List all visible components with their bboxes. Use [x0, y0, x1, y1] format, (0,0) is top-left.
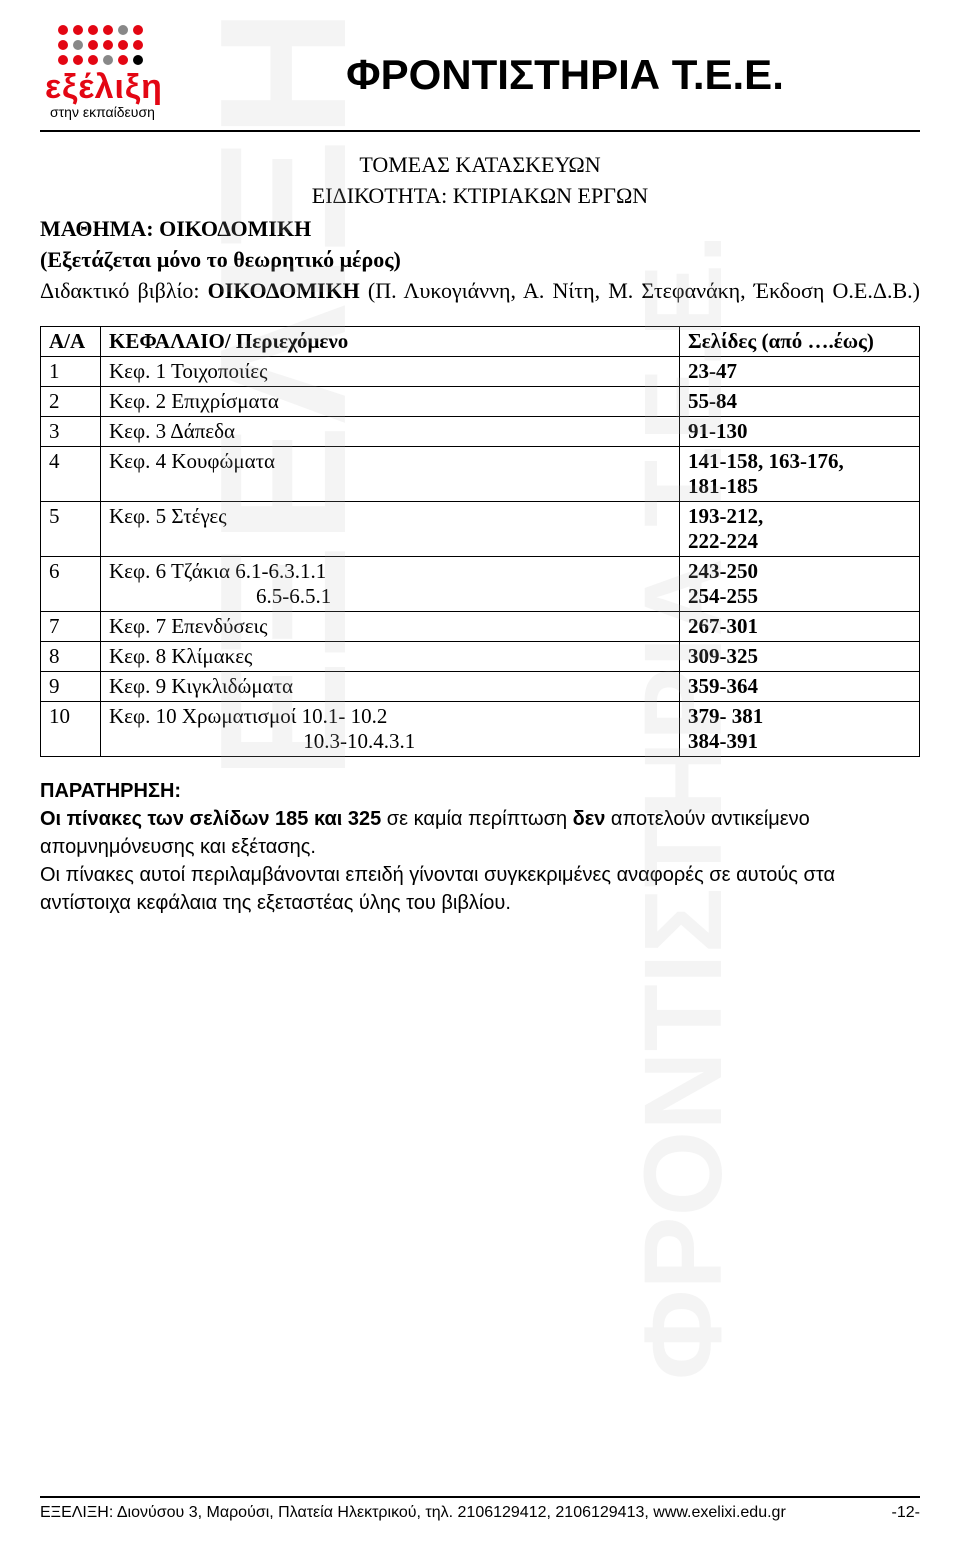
meta-line-1: ΜΑΘΗΜΑ: ΟΙΚΟΔΟΜΙΚΗ: [40, 214, 920, 245]
table-row: 4Κεφ. 4 Κουφώματα141-158, 163-176, 181-1…: [41, 447, 920, 502]
footer: ΕΞΕΛΙΞΗ: Διονύσου 3, Μαρούσι, Πλατεία Ηλ…: [40, 1496, 920, 1522]
divider-top: [40, 130, 920, 132]
subtitle-2: ΕΙΔΙΚΟΤΗΤΑ: ΚΤΙΡΙΑΚΩΝ ΕΡΓΩΝ: [40, 183, 920, 209]
table-row: 3Κεφ. 3 Δάπεδα91-130: [41, 417, 920, 447]
meta-block: ΜΑΘΗΜΑ: ΟΙΚΟΔΟΜΙΚΗ (Εξετάζεται μόνο το θ…: [40, 214, 920, 306]
table-row: 5Κεφ. 5 Στέγες193-212, 222-224: [41, 502, 920, 557]
cell-pages: 379- 381 384-391: [680, 702, 920, 757]
table-row: 10Κεφ. 10 Χρωματισμοί 10.1- 10.2 10.3-10…: [41, 702, 920, 757]
logo-subtext: στην εκπαίδευση: [50, 104, 155, 120]
note-p1: Οι πίνακες των σελίδων 185 και 325 σε κα…: [40, 805, 920, 861]
th-pages: Σελίδες (από ….έως): [680, 327, 920, 357]
cell-aa: 2: [41, 387, 101, 417]
cell-pages: 55-84: [680, 387, 920, 417]
page-title: ΦΡΟΝΤΙΣΤΗΡΙΑ Τ.Ε.Ε.: [210, 51, 920, 99]
logo-text: εξέλιξη: [45, 68, 163, 107]
meta-prefix: Διδακτικό βιβλίο:: [40, 278, 208, 303]
note-heading: ΠΑΡΑΤΗΡΗΣΗ:: [40, 777, 920, 805]
cell-chapter: Κεφ. 6 Τζάκια 6.1-6.3.1.1 6.5-6.5.1: [101, 557, 680, 612]
cell-aa: 10: [41, 702, 101, 757]
table-header-row: Α/Α ΚΕΦΑΛΑΙΟ/ Περιεχόμενο Σελίδες (από ……: [41, 327, 920, 357]
meta-bold: ΟΙΚΟΔΟΜΙΚΗ: [208, 278, 360, 303]
note-p1-c: δεν: [573, 808, 606, 830]
cell-chapter: Κεφ. 9 Κιγκλιδώματα: [101, 672, 680, 702]
cell-pages: 359-364: [680, 672, 920, 702]
header: εξέλιξη στην εκπαίδευση ΦΡΟΝΤΙΣΤΗΡΙΑ Τ.Ε…: [40, 20, 920, 120]
th-chapter: ΚΕΦΑΛΑΙΟ/ Περιεχόμενο: [101, 327, 680, 357]
meta-line-3: Διδακτικό βιβλίο: ΟΙΚΟΔΟΜΙΚΗ (Π. Λυκογιά…: [40, 276, 920, 307]
note-p1-b: σε καμία περίπτωση: [381, 808, 572, 830]
table-row: 7Κεφ. 7 Επενδύσεις267-301: [41, 612, 920, 642]
cell-aa: 5: [41, 502, 101, 557]
logo: εξέλιξη στην εκπαίδευση: [40, 20, 210, 120]
cell-pages: 23-47: [680, 357, 920, 387]
th-aa: Α/Α: [41, 327, 101, 357]
cell-aa: 4: [41, 447, 101, 502]
footer-page: -12-: [892, 1504, 920, 1522]
cell-aa: 1: [41, 357, 101, 387]
table-row: 2Κεφ. 2 Επιχρίσματα55-84: [41, 387, 920, 417]
cell-aa: 9: [41, 672, 101, 702]
cell-pages: 267-301: [680, 612, 920, 642]
cell-chapter: Κεφ. 8 Κλίμακες: [101, 642, 680, 672]
cell-pages: 193-212, 222-224: [680, 502, 920, 557]
meta-line-2: (Εξετάζεται μόνο το θεωρητικό μέρος): [40, 245, 920, 276]
footer-text: ΕΞΕΛΙΞΗ: Διονύσου 3, Μαρούσι, Πλατεία Ηλ…: [40, 1504, 786, 1522]
meta-suffix: (Π. Λυκογιάννη, Α. Νίτη, Μ. Στεφανάκη, Έ…: [360, 278, 920, 303]
cell-aa: 7: [41, 612, 101, 642]
note-p1-a: Οι πίνακες των σελίδων 185 και 325: [40, 808, 381, 830]
table-row: 6Κεφ. 6 Τζάκια 6.1-6.3.1.1 6.5-6.5.1243-…: [41, 557, 920, 612]
cell-chapter: Κεφ. 4 Κουφώματα: [101, 447, 680, 502]
logo-dots: [58, 25, 145, 67]
table-row: 1Κεφ. 1 Τοιχοποιίες23-47: [41, 357, 920, 387]
cell-pages: 91-130: [680, 417, 920, 447]
table-row: 8Κεφ. 8 Κλίμακες309-325: [41, 642, 920, 672]
note-block: ΠΑΡΑΤΗΡΗΣΗ: Οι πίνακες των σελίδων 185 κ…: [40, 777, 920, 917]
content-table: Α/Α ΚΕΦΑΛΑΙΟ/ Περιεχόμενο Σελίδες (από ……: [40, 326, 920, 757]
cell-chapter: Κεφ. 10 Χρωματισμοί 10.1- 10.2 10.3-10.4…: [101, 702, 680, 757]
cell-chapter: Κεφ. 7 Επενδύσεις: [101, 612, 680, 642]
cell-pages: 309-325: [680, 642, 920, 672]
cell-chapter: Κεφ. 2 Επιχρίσματα: [101, 387, 680, 417]
cell-aa: 6: [41, 557, 101, 612]
cell-chapter: Κεφ. 5 Στέγες: [101, 502, 680, 557]
cell-aa: 8: [41, 642, 101, 672]
cell-chapter: Κεφ. 1 Τοιχοποιίες: [101, 357, 680, 387]
divider-bottom: [40, 1496, 920, 1498]
subtitle-1: ΤΟΜΕΑΣ ΚΑΤΑΣΚΕΥΩΝ: [40, 152, 920, 178]
cell-pages: 243-250 254-255: [680, 557, 920, 612]
note-p2: Οι πίνακες αυτοί περιλαμβάνονται επειδή …: [40, 861, 920, 917]
cell-aa: 3: [41, 417, 101, 447]
cell-pages: 141-158, 163-176, 181-185: [680, 447, 920, 502]
table-row: 9Κεφ. 9 Κιγκλιδώματα359-364: [41, 672, 920, 702]
cell-chapter: Κεφ. 3 Δάπεδα: [101, 417, 680, 447]
